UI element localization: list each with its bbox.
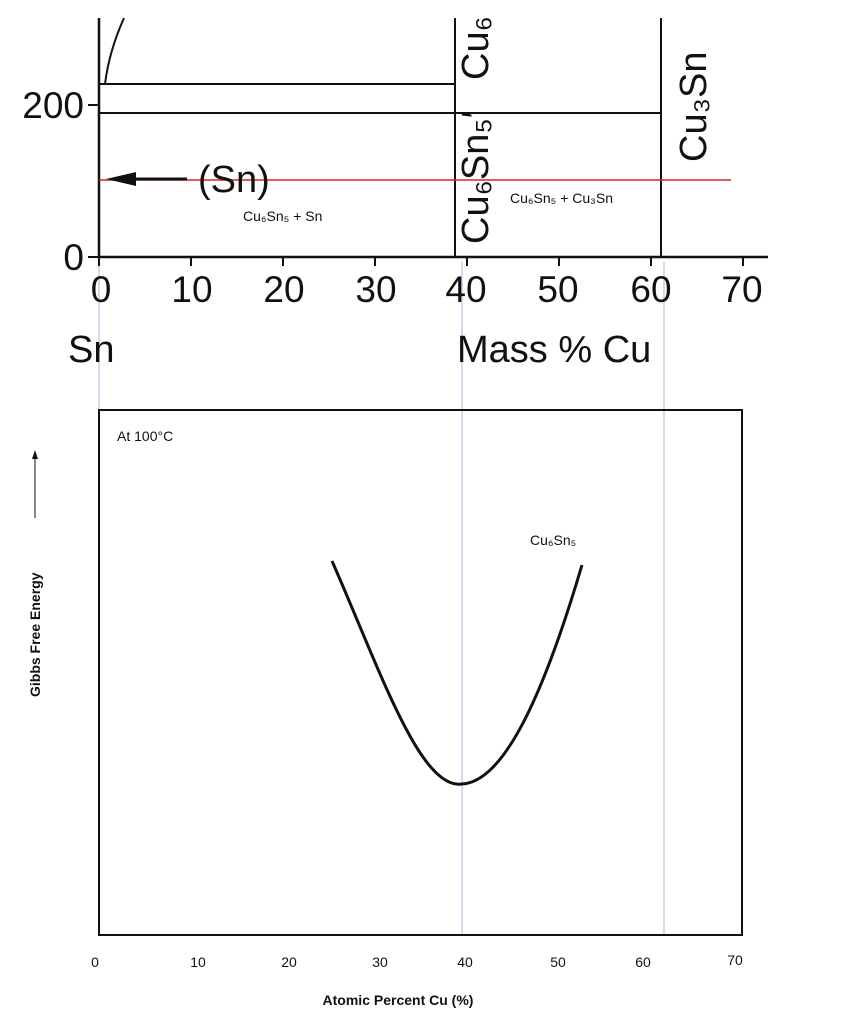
bottom-x-tick-label: 0 <box>91 954 99 970</box>
y-axis-arrow-head <box>32 450 38 459</box>
gibbs-curve-cu6sn5 <box>330 560 584 786</box>
bottom-x-tick-label: 40 <box>457 954 473 970</box>
top-y-tick-label-200: 200 <box>22 85 84 126</box>
top-x-tick-label: 40 <box>445 269 486 310</box>
bottom-x-tick-label: 10 <box>190 954 206 970</box>
y-axis-label: Gibbs Free Energy <box>27 572 43 697</box>
liquidus-curve <box>104 17 125 85</box>
bottom-gibbs-plot: At 100°C Cu₆Sn₅ Gibbs Free Energy 0 10 2… <box>27 409 743 1008</box>
top-x-tick-label: 50 <box>537 269 578 310</box>
label-sn: Sn <box>68 329 114 371</box>
top-y-tick-label-0: 0 <box>63 237 84 278</box>
phase-label-cu6-top: Cu₆ <box>455 16 497 80</box>
phase-label-cu6sn5-prime: Cu₆Sn₅′ <box>455 111 497 244</box>
label-mass-percent-cu: Mass % Cu <box>457 329 651 371</box>
plot-frame <box>98 409 743 936</box>
top-x-tick-label: 10 <box>171 269 212 310</box>
top-x-ticks <box>98 257 744 266</box>
region-label-cu6sn5-sn: Cu₆Sn₅ + Sn <box>243 208 322 224</box>
top-x-tick-label: 70 <box>721 269 762 310</box>
bottom-x-tick-label: 70 <box>727 952 743 968</box>
bottom-x-tick-label: 30 <box>372 954 388 970</box>
temperature-label: At 100°C <box>117 428 173 444</box>
phase-label-sn: (Sn) <box>198 159 270 201</box>
top-phase-diagram: 200 0 0 10 20 30 40 50 60 70 <box>22 16 768 371</box>
x-axis-label: Atomic Percent Cu (%) <box>323 992 474 1008</box>
phase-label-cu3sn: Cu₃Sn <box>673 51 715 162</box>
bottom-x-tick-label: 60 <box>635 954 651 970</box>
curve-label-cu6sn5: Cu₆Sn₅ <box>530 532 576 548</box>
bottom-x-tick-label: 20 <box>281 954 297 970</box>
top-x-tick-label: 0 <box>91 269 112 310</box>
top-x-tick-label: 60 <box>630 269 671 310</box>
sn-arrow-head <box>106 172 136 186</box>
bottom-x-tick-label: 50 <box>550 954 566 970</box>
top-x-tick-label: 20 <box>263 269 304 310</box>
region-label-cu6sn5-cu3sn: Cu₆Sn₅ + Cu₃Sn <box>510 190 613 206</box>
top-x-tick-label: 30 <box>355 269 396 310</box>
